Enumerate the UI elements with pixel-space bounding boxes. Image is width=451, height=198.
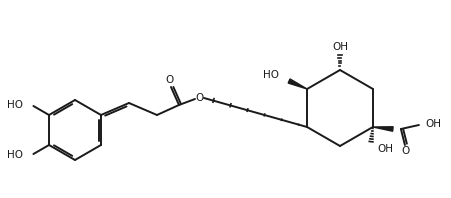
Text: O: O [195,93,204,103]
Text: O: O [166,75,174,85]
Text: OH: OH [331,42,347,52]
Polygon shape [372,127,392,131]
Text: HO: HO [7,150,23,160]
Text: OH: OH [424,119,440,129]
Text: O: O [401,146,409,156]
Text: HO: HO [262,70,278,80]
Text: HO: HO [7,100,23,110]
Text: OH: OH [376,144,392,154]
Polygon shape [288,79,306,89]
